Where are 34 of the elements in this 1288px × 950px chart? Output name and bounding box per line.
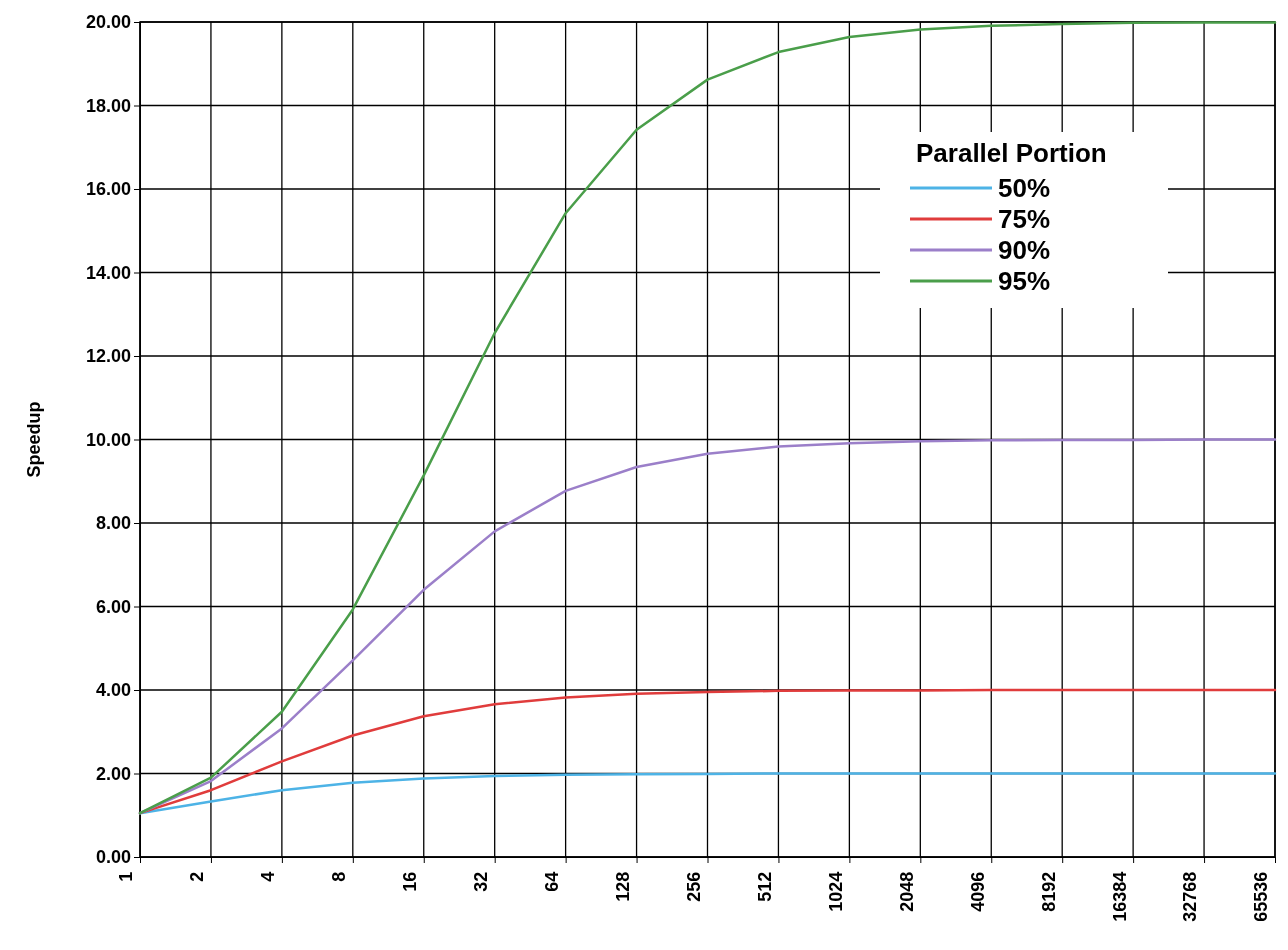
x-tick-label: 1024 [825, 871, 846, 912]
y-tick-label: 12.00 [85, 346, 131, 367]
y-tick-label: 18.00 [85, 95, 131, 116]
x-tick-label: 2048 [896, 871, 917, 912]
y-tick-label: 2.00 [95, 763, 131, 784]
y-tick-label: 20.00 [85, 12, 131, 33]
y-tick-label: 8.00 [95, 513, 131, 534]
legend-label: 50% [998, 173, 1051, 203]
x-tick-label: 8 [329, 871, 350, 882]
y-tick-label: 4.00 [95, 680, 131, 701]
legend-label: 95% [998, 266, 1051, 296]
y-tick-label: 10.00 [85, 429, 131, 450]
y-tick-label: 6.00 [95, 596, 131, 617]
y-tick-label: 16.00 [85, 179, 131, 200]
x-tick-label: 1 [116, 871, 137, 882]
x-tick-label: 256 [683, 871, 704, 902]
x-tick-label: 64 [542, 871, 563, 892]
x-tick-label: 4 [258, 871, 279, 882]
x-tick-label: 512 [754, 871, 775, 902]
x-tick-label: 2 [187, 871, 208, 882]
x-tick-label: 8192 [1038, 871, 1059, 912]
y-tick-label: 0.00 [95, 847, 131, 868]
x-tick-label: 32 [471, 871, 492, 892]
legend-label: 90% [998, 235, 1051, 265]
x-tick-label: 4096 [967, 871, 988, 912]
legend-label: 75% [998, 204, 1051, 234]
x-tick-label: 65536 [1251, 871, 1272, 922]
y-axis-title: Speedup [24, 401, 44, 478]
x-tick-label: 128 [612, 871, 633, 902]
x-tick-label: 16 [400, 871, 421, 892]
y-tick-label: 14.00 [85, 262, 131, 283]
legend-title: Parallel Portion [916, 138, 1107, 168]
x-tick-label: 32768 [1180, 871, 1201, 922]
x-tick-label: 16384 [1109, 871, 1130, 922]
